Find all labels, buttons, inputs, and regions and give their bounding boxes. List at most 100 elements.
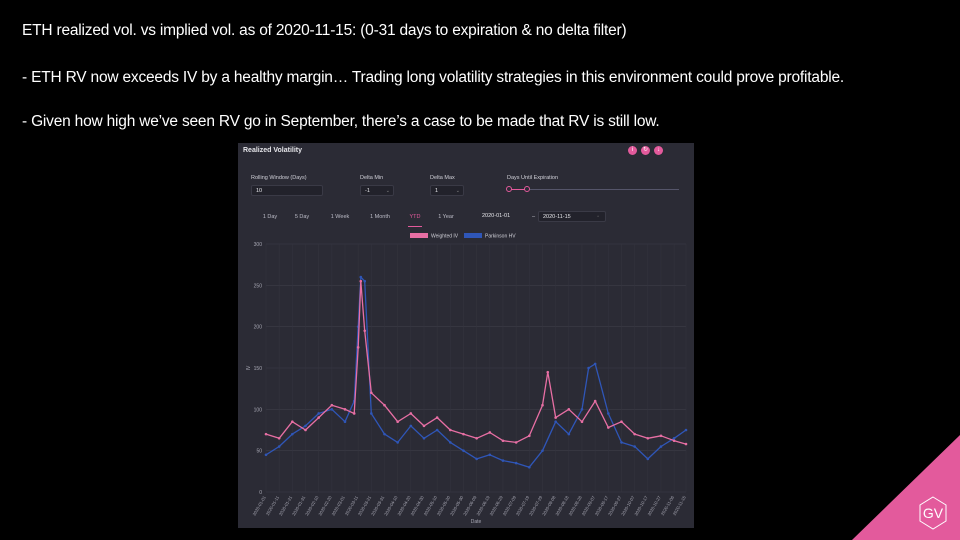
data-point-1 [409,424,413,428]
data-point-0 [277,436,281,440]
data-point-1 [633,445,636,448]
data-point-1 [646,457,650,461]
volatility-chart: 0501001502002503002020-01-012020-01-1120… [246,233,688,525]
data-point-1 [528,465,531,469]
y-tick-label: 200 [254,325,263,331]
data-point-1 [501,459,505,462]
range-1-week[interactable]: 1 Week [330,214,350,220]
data-point-1 [363,279,367,283]
data-point-1 [422,436,426,440]
data-point-1 [435,428,439,432]
data-point-0 [475,436,478,440]
delta-max-label: Delta Max [430,175,455,181]
date-to-input[interactable]: 2020-11-15 ▫ [538,211,606,222]
y-tick-label: 100 [254,407,263,413]
data-point-1 [659,445,663,448]
data-point-0 [620,420,623,424]
date-to-value: 2020-11-15 [543,214,571,220]
y-tick-label: 250 [254,283,263,289]
data-point-1 [359,275,363,279]
data-point-0 [541,403,544,407]
delta-max-value: 1 [435,188,439,194]
slide-line-1: ETH realized vol. vs implied vol. as of … [22,22,627,39]
data-point-0 [488,431,492,434]
legend-swatch-1 [464,233,482,238]
days-slider-track[interactable] [509,189,679,190]
data-point-1 [488,453,492,457]
range-ytd[interactable]: YTD [409,214,421,220]
data-point-0 [396,420,399,424]
data-point-0 [291,420,294,424]
slide-line-3: - Given how high we’ve seen RV go in Sep… [22,113,660,130]
days-until-expiration-label: Days Until Expiration [507,175,559,181]
data-point-0 [546,370,550,374]
logo-triangle [852,435,960,540]
data-point-1 [343,420,347,424]
data-point-1 [607,412,610,415]
delta-max-select[interactable]: 1 ⌄ [430,185,464,196]
data-point-1 [317,412,320,415]
data-point-1 [291,432,294,436]
y-tick-label: 50 [256,449,262,455]
data-point-1 [264,453,268,457]
legend-label-0: Weighted IV [431,234,459,240]
data-point-0 [330,403,334,407]
active-range-underline [408,226,422,227]
slide-line-2: - ETH RV now exceeds IV by a healthy mar… [22,69,845,86]
data-point-1 [277,445,281,448]
rolling-window-input[interactable]: 10 [251,185,323,196]
data-point-0 [435,416,439,419]
days-slider-max-knob[interactable] [524,186,530,192]
download-icon[interactable]: ↓ [654,146,663,155]
data-point-1 [514,461,518,465]
data-point-0 [659,434,663,438]
data-point-0 [356,346,360,349]
date-from-input[interactable]: 2020-01-01 [482,213,511,219]
range-1-year[interactable]: 1 Year [438,214,454,220]
data-point-0 [554,416,557,419]
volatility-panel: Realized Volatility i ↻ ↓ Rolling Window… [238,143,694,528]
delta-min-select[interactable]: -1 ⌄ [360,185,394,196]
data-point-0 [672,439,676,443]
data-point-0 [383,403,386,407]
data-point-0 [567,408,571,411]
logo-text: GV [923,505,944,521]
range-5-day[interactable]: 5 Day [294,214,310,220]
data-point-0 [580,420,584,424]
data-point-1 [383,432,386,436]
data-point-1 [672,436,676,440]
legend-label-1: Parkinson HV [485,234,516,240]
data-point-1 [449,441,452,444]
legend-swatch-0 [410,233,428,238]
data-point-0 [528,434,531,438]
data-point-0 [449,428,452,432]
gv-logo: GV [852,435,960,540]
range-1-month[interactable]: 1 Month [370,214,390,220]
date-separator: – [532,214,536,220]
range-1-day[interactable]: 1 Day [262,214,278,220]
data-point-0 [514,441,518,444]
data-point-0 [684,442,688,446]
panel-title: Realized Volatility [243,147,302,154]
data-point-0 [359,279,363,283]
data-point-1 [462,449,465,452]
data-point-1 [396,441,399,444]
data-point-0 [304,428,307,432]
data-point-0 [343,408,347,411]
calendar-icon: ▫ [597,214,599,220]
data-point-0 [363,329,367,333]
chevron-down-icon: ⌄ [385,188,390,194]
days-slider-min-knob[interactable] [506,186,512,192]
days-slider-fill [509,189,527,190]
data-point-1 [593,362,597,366]
refresh-icon[interactable]: ↻ [641,146,650,155]
data-point-1 [304,424,307,428]
info-icon[interactable]: i [628,146,637,155]
data-point-1 [684,428,688,432]
data-point-1 [587,366,590,370]
data-point-0 [593,399,597,403]
data-point-1 [330,408,334,411]
y-tick-label: 0 [259,490,262,496]
chevron-down-icon: ⌄ [455,188,460,194]
data-point-0 [501,439,505,443]
